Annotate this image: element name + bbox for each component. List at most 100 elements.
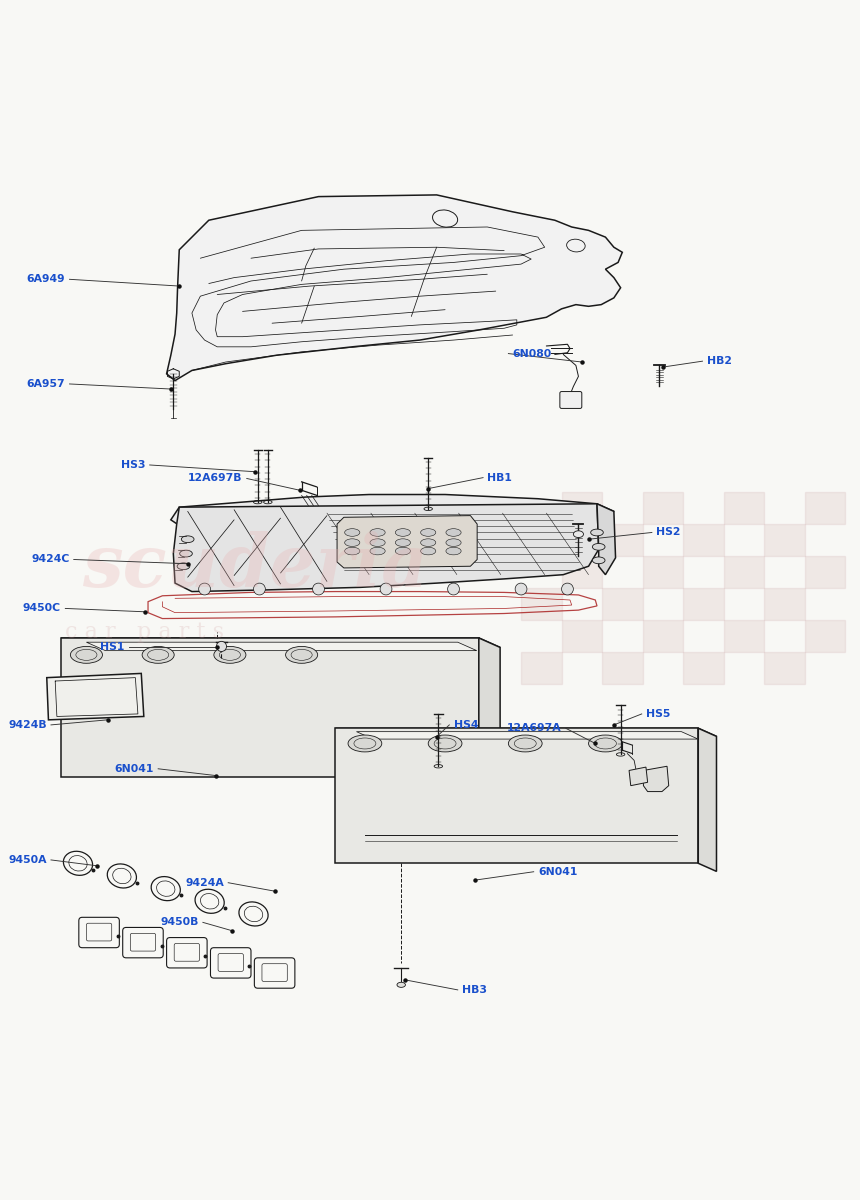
- Bar: [764, 524, 805, 556]
- Text: 9424B: 9424B: [8, 720, 46, 730]
- Circle shape: [515, 583, 527, 595]
- Text: 6A957: 6A957: [27, 379, 65, 389]
- Ellipse shape: [421, 529, 436, 536]
- Text: 9424C: 9424C: [31, 554, 70, 564]
- Ellipse shape: [397, 983, 405, 988]
- Bar: [805, 620, 845, 653]
- Bar: [723, 556, 764, 588]
- Text: 12A697A: 12A697A: [507, 724, 562, 733]
- Text: 12A697B: 12A697B: [188, 474, 243, 484]
- Bar: [602, 653, 642, 684]
- Polygon shape: [174, 504, 599, 592]
- Polygon shape: [479, 638, 501, 787]
- Bar: [723, 492, 764, 524]
- Circle shape: [562, 583, 574, 595]
- Bar: [642, 620, 683, 653]
- Polygon shape: [86, 642, 476, 650]
- Text: 9450B: 9450B: [160, 917, 199, 928]
- Polygon shape: [643, 767, 669, 792]
- Ellipse shape: [396, 529, 410, 536]
- Bar: [521, 524, 562, 556]
- Bar: [642, 492, 683, 524]
- Text: 9450C: 9450C: [23, 604, 61, 613]
- Bar: [642, 556, 683, 588]
- Text: 9424A: 9424A: [185, 877, 224, 888]
- Text: c a r   p a r t s: c a r p a r t s: [65, 620, 224, 643]
- Ellipse shape: [177, 563, 190, 570]
- Ellipse shape: [396, 547, 410, 554]
- FancyBboxPatch shape: [560, 391, 582, 408]
- Ellipse shape: [591, 529, 604, 536]
- Circle shape: [447, 583, 459, 595]
- Ellipse shape: [593, 544, 605, 551]
- Bar: [602, 588, 642, 620]
- Ellipse shape: [142, 647, 175, 664]
- Ellipse shape: [71, 647, 102, 664]
- Polygon shape: [357, 732, 698, 739]
- Ellipse shape: [421, 547, 436, 554]
- Ellipse shape: [370, 529, 385, 536]
- Bar: [805, 492, 845, 524]
- Ellipse shape: [421, 539, 436, 546]
- Text: HS3: HS3: [121, 460, 145, 470]
- Bar: [723, 620, 764, 653]
- Ellipse shape: [588, 736, 623, 752]
- Bar: [683, 524, 723, 556]
- Ellipse shape: [180, 551, 193, 557]
- Ellipse shape: [345, 539, 359, 546]
- Polygon shape: [629, 767, 648, 786]
- Ellipse shape: [593, 557, 605, 564]
- Polygon shape: [335, 728, 716, 737]
- Ellipse shape: [396, 539, 410, 546]
- Text: scuderia: scuderia: [83, 532, 428, 602]
- Ellipse shape: [574, 530, 583, 538]
- Circle shape: [217, 641, 226, 652]
- Circle shape: [254, 583, 266, 595]
- Bar: [562, 620, 602, 653]
- Ellipse shape: [446, 539, 461, 546]
- Bar: [683, 588, 723, 620]
- Polygon shape: [61, 638, 479, 778]
- Polygon shape: [171, 494, 614, 528]
- Ellipse shape: [345, 547, 359, 554]
- Bar: [562, 556, 602, 588]
- Bar: [521, 653, 562, 684]
- Text: 6N041: 6N041: [114, 763, 154, 774]
- Ellipse shape: [348, 736, 382, 752]
- Circle shape: [312, 583, 324, 595]
- Ellipse shape: [508, 736, 542, 752]
- Bar: [683, 653, 723, 684]
- Ellipse shape: [370, 539, 385, 546]
- Text: 9450A: 9450A: [9, 854, 46, 865]
- Polygon shape: [46, 673, 144, 720]
- Bar: [764, 588, 805, 620]
- Ellipse shape: [370, 547, 385, 554]
- Bar: [521, 588, 562, 620]
- Text: HB2: HB2: [707, 356, 732, 366]
- Text: HS2: HS2: [656, 528, 680, 538]
- Polygon shape: [698, 728, 716, 871]
- Polygon shape: [337, 516, 477, 568]
- Text: HB1: HB1: [488, 473, 513, 482]
- Ellipse shape: [446, 529, 461, 536]
- Polygon shape: [335, 728, 698, 863]
- Ellipse shape: [181, 536, 194, 542]
- Bar: [764, 653, 805, 684]
- Polygon shape: [597, 504, 616, 575]
- Text: HB3: HB3: [462, 985, 487, 995]
- Polygon shape: [167, 194, 623, 380]
- Bar: [562, 492, 602, 524]
- Polygon shape: [61, 638, 501, 648]
- Text: 6N041: 6N041: [538, 866, 577, 877]
- Circle shape: [380, 583, 392, 595]
- Bar: [602, 524, 642, 556]
- Text: 6A949: 6A949: [27, 275, 65, 284]
- Text: HS1: HS1: [100, 642, 125, 653]
- Text: HS4: HS4: [453, 720, 478, 730]
- Ellipse shape: [345, 529, 359, 536]
- Ellipse shape: [286, 647, 317, 664]
- Text: HS5: HS5: [646, 709, 670, 719]
- Circle shape: [199, 583, 211, 595]
- Ellipse shape: [214, 647, 246, 664]
- Ellipse shape: [428, 736, 462, 752]
